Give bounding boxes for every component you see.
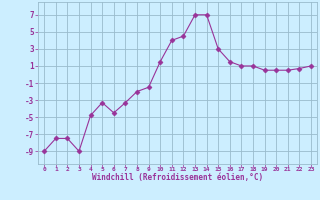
X-axis label: Windchill (Refroidissement éolien,°C): Windchill (Refroidissement éolien,°C)	[92, 173, 263, 182]
